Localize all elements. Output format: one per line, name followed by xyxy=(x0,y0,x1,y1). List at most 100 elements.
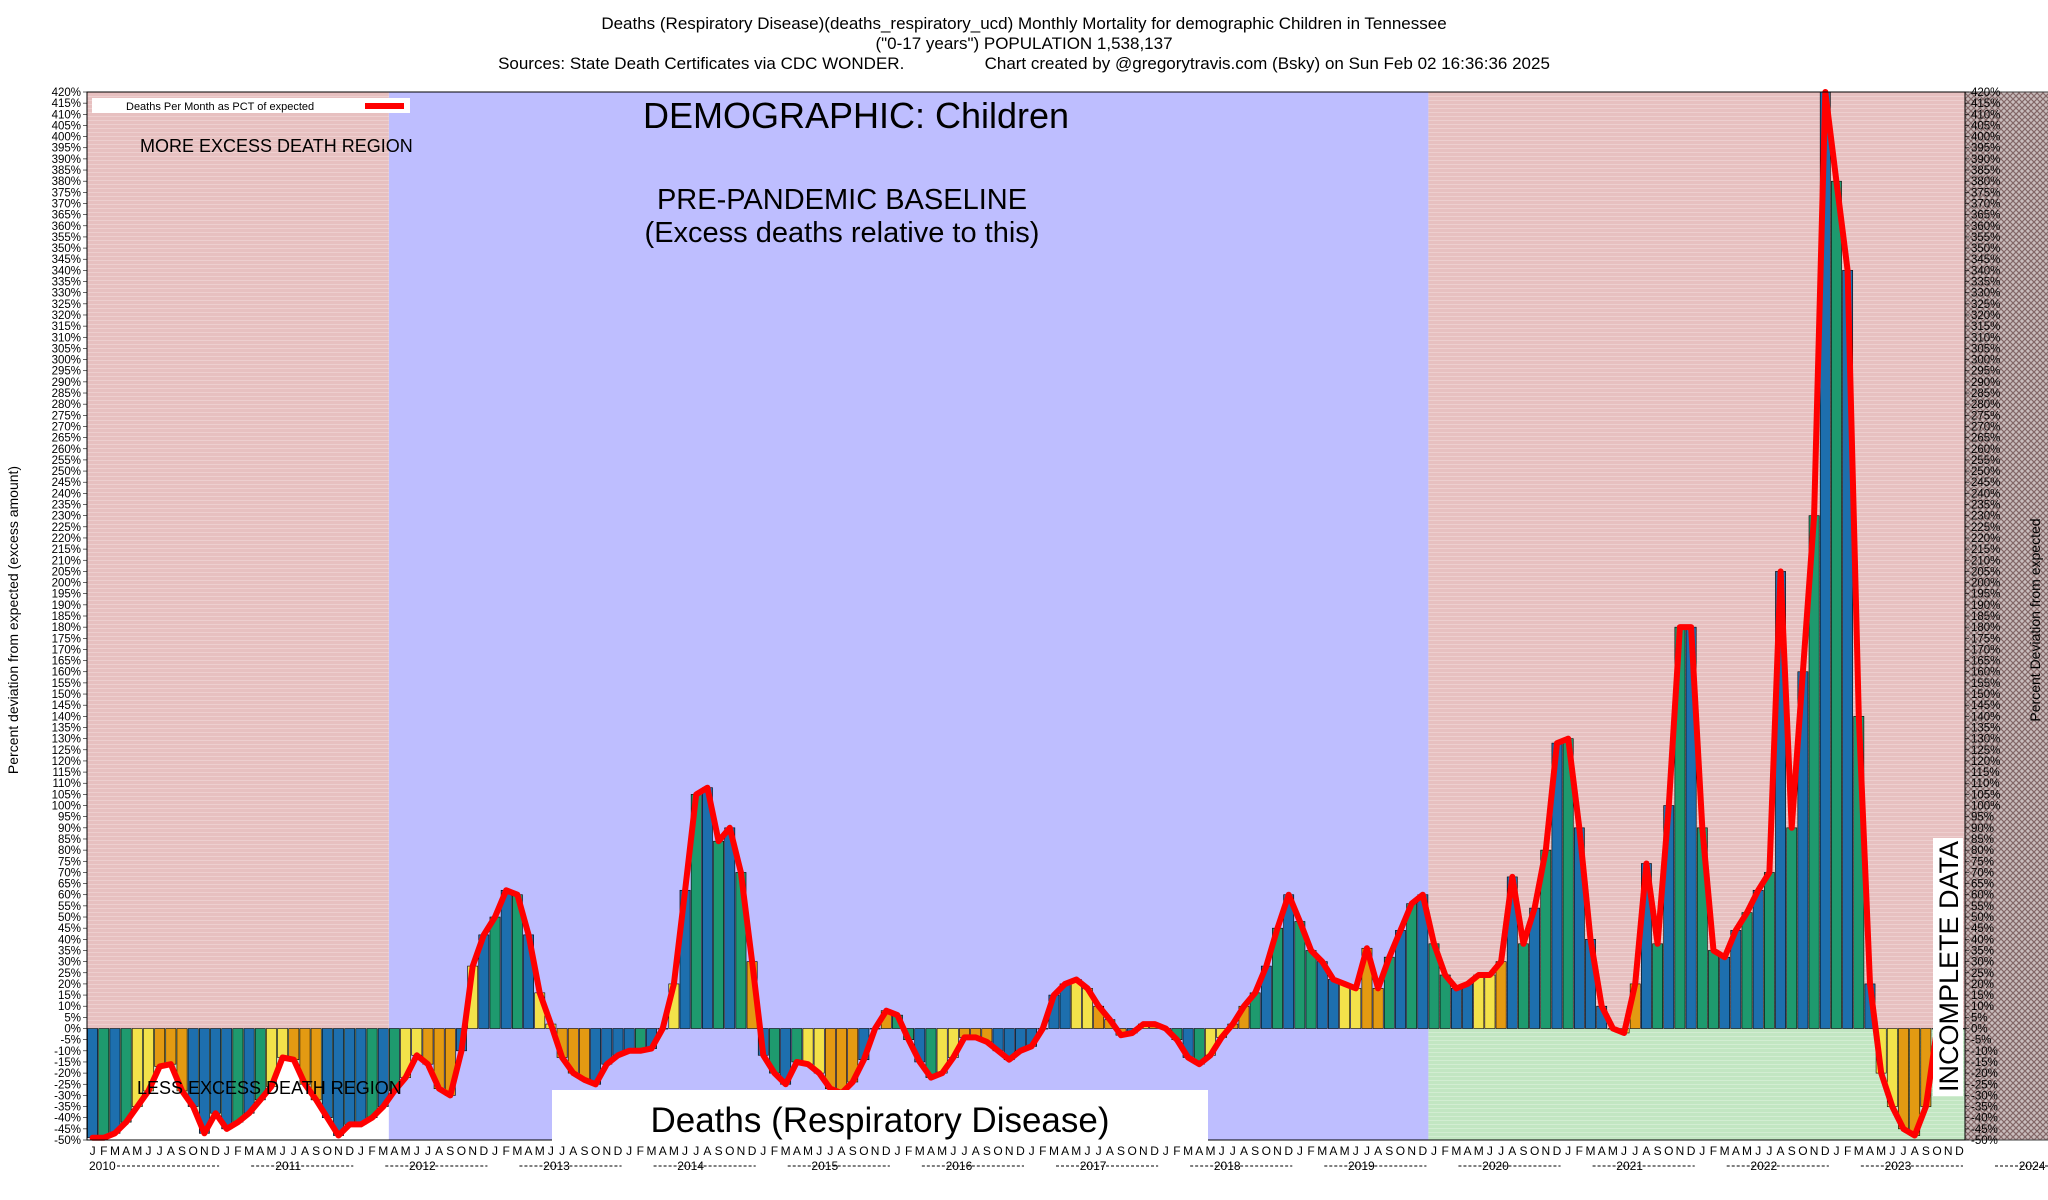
ytick-label-right: 110% xyxy=(1971,778,2000,790)
ytick-label-right: 300% xyxy=(1971,355,2000,367)
bar xyxy=(1741,912,1753,1029)
ytick-label-right: 310% xyxy=(1971,332,2000,344)
ytick-label-left: 365% xyxy=(52,210,81,222)
xtick-month-label: O xyxy=(859,1144,868,1158)
ytick-label-right: 415% xyxy=(1971,98,2000,110)
xtick-month-label: J xyxy=(1766,1144,1772,1158)
ytick-label-left: 195% xyxy=(52,589,81,601)
bar xyxy=(1328,979,1339,1029)
ytick-label-left: 415% xyxy=(52,98,81,110)
xtick-month-label: D xyxy=(1687,1144,1696,1158)
ytick-label-right: 20% xyxy=(1971,979,1994,991)
ytick-label-left: 190% xyxy=(52,600,81,612)
bar xyxy=(623,1028,635,1052)
ytick-label-right: 100% xyxy=(1971,801,2000,813)
xtick-year-label: 2023 xyxy=(1885,1159,1912,1173)
xtick-month-label: F xyxy=(1307,1144,1314,1158)
ytick-label-right: 340% xyxy=(1971,265,2000,277)
ytick-label-right: 195% xyxy=(1971,589,2000,601)
xtick-month-label: S xyxy=(715,1144,723,1158)
xtick-month-label: N xyxy=(1676,1144,1685,1158)
ytick-label-right: 120% xyxy=(1971,756,2000,768)
ytick-label-right: 355% xyxy=(1971,232,2000,244)
ytick-label-right: 210% xyxy=(1971,555,2000,567)
ytick-label-left: 250% xyxy=(52,466,81,478)
ytick-label-left: 380% xyxy=(52,176,81,188)
ytick-label-right: 420% xyxy=(1971,87,2000,99)
ytick-label-right: 365% xyxy=(1971,210,2000,222)
ytick-label-left: 350% xyxy=(52,243,81,255)
xtick-month-label: O xyxy=(1664,1144,1673,1158)
ytick-label-right: 80% xyxy=(1971,845,1994,857)
ytick-label-left: 50% xyxy=(58,912,81,924)
xtick-month-label: A xyxy=(1732,1144,1740,1158)
xtick-month-label: J xyxy=(1565,1144,1571,1158)
ytick-label-right: 200% xyxy=(1971,578,2000,590)
ytick-label-right: 295% xyxy=(1971,366,2000,378)
xtick-month-label: J xyxy=(1498,1144,1504,1158)
xtick-month-label: A xyxy=(1866,1144,1874,1158)
xtick-month-label: O xyxy=(591,1144,600,1158)
xtick-month-label: A xyxy=(1508,1144,1516,1158)
xtick-month-label: M xyxy=(1854,1144,1864,1158)
xtick-month-label: D xyxy=(1150,1144,1159,1158)
ytick-label-right: 140% xyxy=(1971,711,2000,723)
xtick-month-label: J xyxy=(291,1144,297,1158)
ytick-label-right: 220% xyxy=(1971,533,2000,545)
xtick-month-label: A xyxy=(390,1144,398,1158)
ytick-label-right: 10% xyxy=(1971,1001,1994,1013)
ytick-label-left: 405% xyxy=(52,120,81,132)
xtick-month-label: D xyxy=(882,1144,891,1158)
xtick-month-label: A xyxy=(1464,1144,1472,1158)
xtick-year-label: 2016 xyxy=(946,1159,973,1173)
ytick-label-right: 245% xyxy=(1971,477,2000,489)
xtick-month-label: D xyxy=(1821,1144,1830,1158)
ytick-label-left: -30% xyxy=(54,1090,81,1102)
ytick-label-left: 310% xyxy=(52,332,81,344)
xtick-month-label: J xyxy=(760,1144,766,1158)
bar xyxy=(713,840,724,1029)
ytick-label-left: 55% xyxy=(58,901,81,913)
ytick-label-left: -40% xyxy=(54,1113,81,1125)
ytick-label-left: 180% xyxy=(52,622,81,634)
ytick-label-left: 355% xyxy=(52,232,81,244)
legend-label: Deaths Per Month as PCT of expected xyxy=(126,101,314,113)
xtick-month-label: F xyxy=(1844,1144,1851,1158)
ytick-label-left: 315% xyxy=(52,321,81,333)
ytick-label-left: 255% xyxy=(52,455,81,467)
ytick-label-right: 380% xyxy=(1971,176,2000,188)
xtick-month-label: J xyxy=(224,1144,230,1158)
bar xyxy=(1339,983,1350,1029)
xtick-month-label: D xyxy=(1419,1144,1428,1158)
xtick-month-label: A xyxy=(122,1144,130,1158)
ytick-label-left: 270% xyxy=(52,421,81,433)
bar xyxy=(344,1028,356,1125)
bar xyxy=(277,1028,289,1058)
ytick-label-right: 235% xyxy=(1971,500,2000,512)
xtick-month-label: O xyxy=(1932,1144,1941,1158)
xtick-month-label: J xyxy=(962,1144,968,1158)
xtick-month-label: J xyxy=(358,1144,364,1158)
xtick-month-label: J xyxy=(1901,1144,1907,1158)
xtick-year-label: 2012 xyxy=(409,1159,436,1173)
xtick-month-label: N xyxy=(602,1144,611,1158)
ytick-label-right: 325% xyxy=(1971,299,2000,311)
xtick-month-label: A xyxy=(793,1144,801,1158)
ytick-label-left: 290% xyxy=(52,377,81,389)
bar xyxy=(321,1028,333,1119)
xtick-month-label: M xyxy=(1071,1144,1081,1158)
bar xyxy=(724,827,736,1029)
ytick-label-right: 190% xyxy=(1971,600,2000,612)
xtick-month-label: D xyxy=(1016,1144,1025,1158)
xtick-year-label: 2022 xyxy=(1750,1159,1777,1173)
bar xyxy=(791,1028,803,1063)
xtick-month-label: N xyxy=(1810,1144,1819,1158)
ytick-label-left: 165% xyxy=(52,656,81,668)
ytick-label-right: 330% xyxy=(1971,288,2000,300)
ytick-label-right: 0% xyxy=(1971,1024,1988,1036)
bar xyxy=(1786,827,1798,1029)
ytick-label-right: 165% xyxy=(1971,656,2000,668)
xtick-month-label: D xyxy=(1955,1144,1964,1158)
xtick-month-label: M xyxy=(266,1144,276,1158)
bar xyxy=(1708,950,1719,1029)
